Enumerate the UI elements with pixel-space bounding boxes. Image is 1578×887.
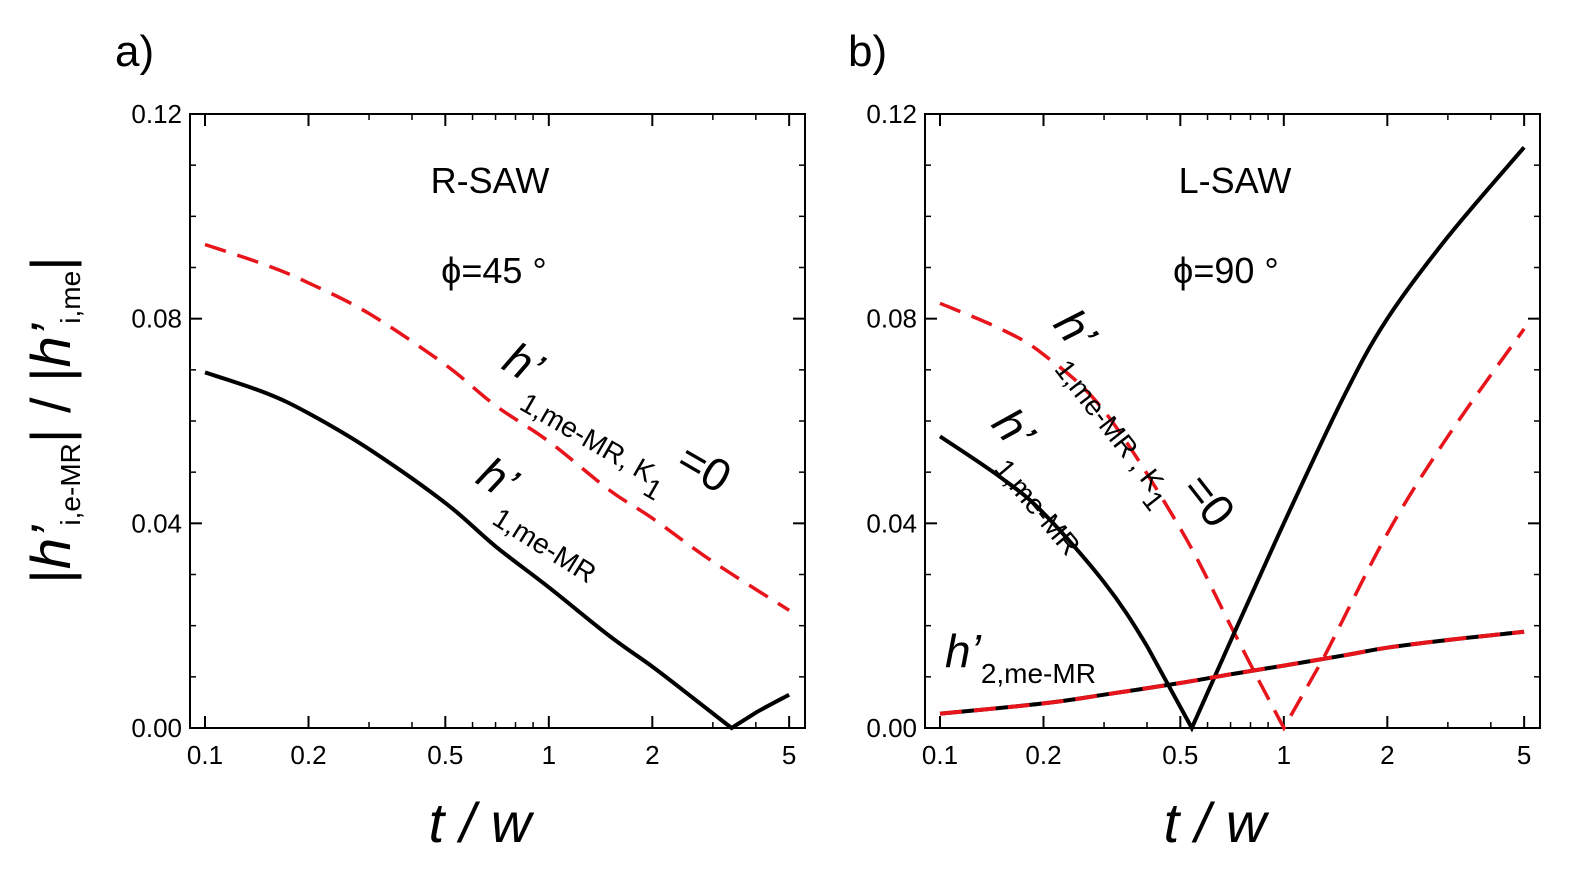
panel-a-title: R-SAW (431, 160, 550, 201)
label-b-h2-main: h’ (945, 625, 982, 677)
label-b-solid-sub: 1,me-MR (989, 453, 1087, 561)
x-tick-label: 0.2 (290, 740, 326, 770)
label-b-dashed-sub: 1,me-MR , K (1049, 354, 1170, 497)
x-tick-label: 5 (1517, 740, 1531, 770)
label-a-solid-main: h’ (469, 446, 528, 509)
series-line-1 (204, 370, 791, 731)
label-a-solid-sub: 1,me-MR (487, 502, 601, 589)
label-b-dashed-tail: =0 (1173, 463, 1246, 536)
y-title-sub-2: i,me (55, 271, 86, 324)
panel-b: b) L-SAW ϕ=90 ° 0.000.040.080.120.1 0.2 0.… (848, 27, 1541, 770)
series-line-1 (938, 146, 1526, 733)
x-tick-label: 1 (1277, 740, 1291, 770)
x-tick-label: 0.1 (922, 740, 958, 770)
y-tick-label: 0.04 (866, 508, 917, 538)
y-axis-title: |h’i,e-MR| / |h’i,me| (19, 256, 86, 583)
label-b-solid-main: h’ (982, 398, 1045, 459)
series-line-0 (204, 242, 791, 612)
panel-b-title: L-SAW (1179, 160, 1292, 201)
y-tick-label: 0.08 (866, 304, 917, 334)
y-title-main-2: h’ (19, 322, 82, 367)
label-a-dashed-tail: =0 (669, 432, 740, 503)
x-tick-label: 0.5 (1162, 740, 1198, 770)
y-tick-label: 0.04 (131, 508, 182, 538)
x-axis-title-b: t / w (1164, 791, 1270, 854)
x-tick-label: 2 (645, 740, 659, 770)
svg-text:|h’i,e-MR| / |h’i,me|: |h’i,e-MR| / |h’i,me| (19, 256, 86, 583)
curve-label-b-h2: h’2,me-MR (945, 625, 1096, 689)
x-tick-label: 0.5 (427, 740, 463, 770)
plot-area-b: 0.00 0.04 0.08 0.12 0.1 0.2 0.5 1 2 5 (866, 99, 1541, 770)
panel-b-angle: ϕ=90 ° (1173, 250, 1279, 291)
panel-a: a) R-SAW ϕ=45 ° 0.000.040.080.120.1 0.2 0.… (115, 27, 806, 770)
y-tick-label: 0.08 (131, 304, 182, 334)
plot-area-a: 0.00 0.04 0.08 0.12 0.1 0.2 0.5 1 2 5 (131, 99, 806, 770)
label-b-dashed-main: h’ (1044, 299, 1107, 360)
x-tick-label: 1 (542, 740, 556, 770)
svg-text:h’2,me-MR: h’2,me-MR (945, 625, 1096, 689)
svg-text:h’1,me-MR: h’1,me-MR (457, 446, 624, 589)
panel-a-label: a) (115, 27, 154, 76)
y-title-sub-1: i,e-MR (55, 443, 86, 525)
y-tick-label: 0.12 (866, 99, 917, 129)
y-tick-label: 0.00 (131, 713, 182, 743)
series-line-h2-overlay (939, 629, 1525, 716)
x-tick-label: 0.1 (187, 740, 223, 770)
x-tick-label: 2 (1380, 740, 1394, 770)
y-title-main-1: h’ (19, 524, 82, 569)
curve-label-a-solid: h’1,me-MR (457, 446, 624, 589)
y-tick-label: 0.12 (131, 99, 182, 129)
x-axis-title-a: t / w (429, 791, 535, 854)
x-tick-label: 0.2 (1025, 740, 1061, 770)
panel-b-label: b) (848, 27, 887, 76)
y-tick-label: 0.00 (866, 713, 917, 743)
plot-frame (189, 113, 806, 729)
x-tick-label: 5 (782, 740, 796, 770)
label-a-dashed-main: h’ (495, 332, 553, 395)
svg-text:h’1,me-MR, K1=0: h’1,me-MR, K1=0 (478, 332, 740, 533)
curve-label-a-dashed: h’1,me-MR, K1=0 (478, 332, 740, 533)
label-b-h2-sub: 2,me-MR (981, 658, 1096, 689)
series-line-0 (939, 301, 1526, 732)
panel-a-angle: ϕ=45 ° (441, 250, 547, 291)
